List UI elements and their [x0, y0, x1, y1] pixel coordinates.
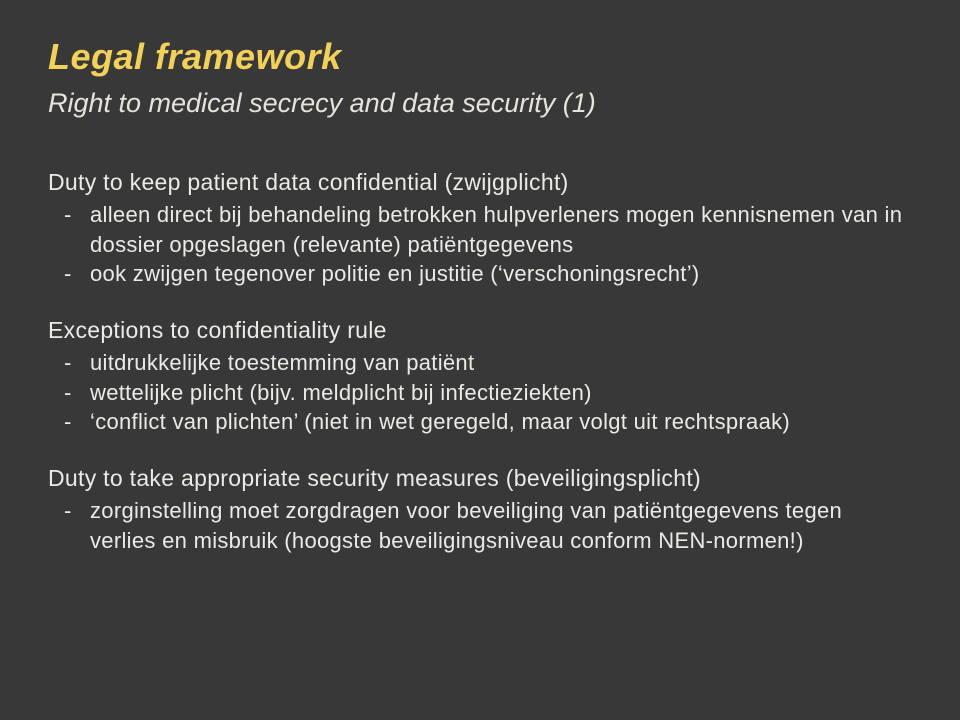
bullet-text: alleen direct bij behandeling betrokken … — [90, 200, 912, 259]
bullet-dash: - — [64, 259, 90, 289]
section-heading-1: Duty to keep patient data confidential (… — [48, 169, 912, 196]
bullet-item: - uitdrukkelijke toestemming van patiënt — [64, 348, 912, 378]
slide-subtitle: Right to medical secrecy and data securi… — [48, 88, 912, 119]
section-heading-3: Duty to take appropriate security measur… — [48, 465, 912, 492]
bullet-dash: - — [64, 496, 90, 526]
bullet-text: ‘conflict van plichten’ (niet in wet ger… — [90, 407, 912, 437]
bullet-item: - alleen direct bij behandeling betrokke… — [64, 200, 912, 259]
bullet-item: - ‘conflict van plichten’ (niet in wet g… — [64, 407, 912, 437]
bullet-dash: - — [64, 378, 90, 408]
bullet-dash: - — [64, 200, 90, 230]
bullet-dash: - — [64, 407, 90, 437]
slide-title: Legal framework — [48, 36, 912, 78]
section-heading-2: Exceptions to confidentiality rule — [48, 317, 912, 344]
bullet-dash: - — [64, 348, 90, 378]
bullet-text: zorginstelling moet zorgdragen voor beve… — [90, 496, 912, 555]
bullet-text: ook zwijgen tegenover politie en justiti… — [90, 259, 912, 289]
bullet-text: uitdrukkelijke toestemming van patiënt — [90, 348, 912, 378]
presentation-slide: Legal framework Right to medical secrecy… — [0, 0, 960, 720]
bullet-text: wettelijke plicht (bijv. meldplicht bij … — [90, 378, 912, 408]
bullet-item: - ook zwijgen tegenover politie en justi… — [64, 259, 912, 289]
bullet-item: - wettelijke plicht (bijv. meldplicht bi… — [64, 378, 912, 408]
bullet-item: - zorginstelling moet zorgdragen voor be… — [64, 496, 912, 555]
